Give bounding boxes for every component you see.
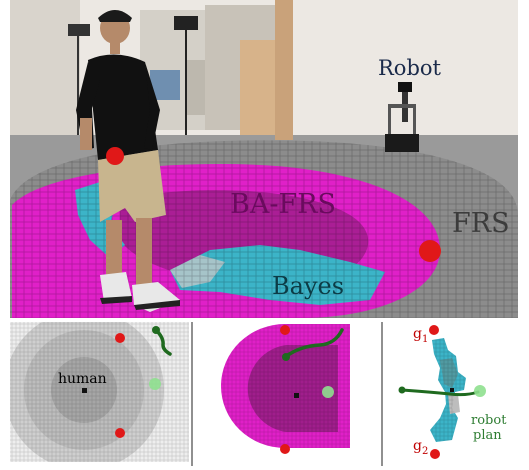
goal-dot-top-middle	[280, 325, 290, 335]
panel-ba-frs	[196, 322, 379, 462]
human-figure	[76, 10, 180, 312]
robot-plan-path-middle	[283, 328, 344, 359]
robot-goal-dot	[149, 378, 161, 390]
label-human: human	[58, 371, 107, 387]
robot-figure	[385, 82, 419, 152]
scene-photo: Robot BA-FRS FRS Bayes	[10, 0, 518, 318]
label-frs: FRS	[452, 208, 510, 239]
panel-frs: human	[10, 322, 189, 462]
label-robot-plan-line1: robot	[471, 413, 507, 428]
label-g2: g2	[413, 438, 428, 457]
robot-plan-path-right	[400, 388, 480, 397]
robot-goal-dot-middle	[322, 386, 334, 398]
robot-plan-path	[154, 328, 172, 356]
human-dot-middle	[294, 393, 299, 398]
robot-goal-dot-right	[474, 385, 486, 397]
ba-frs-region	[12, 164, 440, 318]
label-g1: g1	[413, 326, 428, 345]
human-marker	[106, 147, 124, 165]
human-dot-right	[450, 388, 454, 392]
label-ba-frs: BA-FRS	[230, 189, 336, 220]
panel-bayes: g1 g2 robot plan	[385, 322, 518, 462]
goal-dot-top	[115, 333, 125, 343]
label-bayes: Bayes	[272, 272, 344, 300]
label-robot-plan-line2: plan	[473, 428, 502, 443]
human-dot	[82, 388, 87, 393]
lab-shelves	[68, 0, 293, 140]
label-robot: Robot	[378, 56, 442, 80]
goal-marker-photo	[419, 240, 441, 262]
goal-dot-bottom	[115, 428, 125, 438]
goal-dot-g2	[430, 449, 440, 459]
goal-dot-g1	[429, 325, 439, 335]
goal-dot-bottom-middle	[280, 444, 290, 454]
